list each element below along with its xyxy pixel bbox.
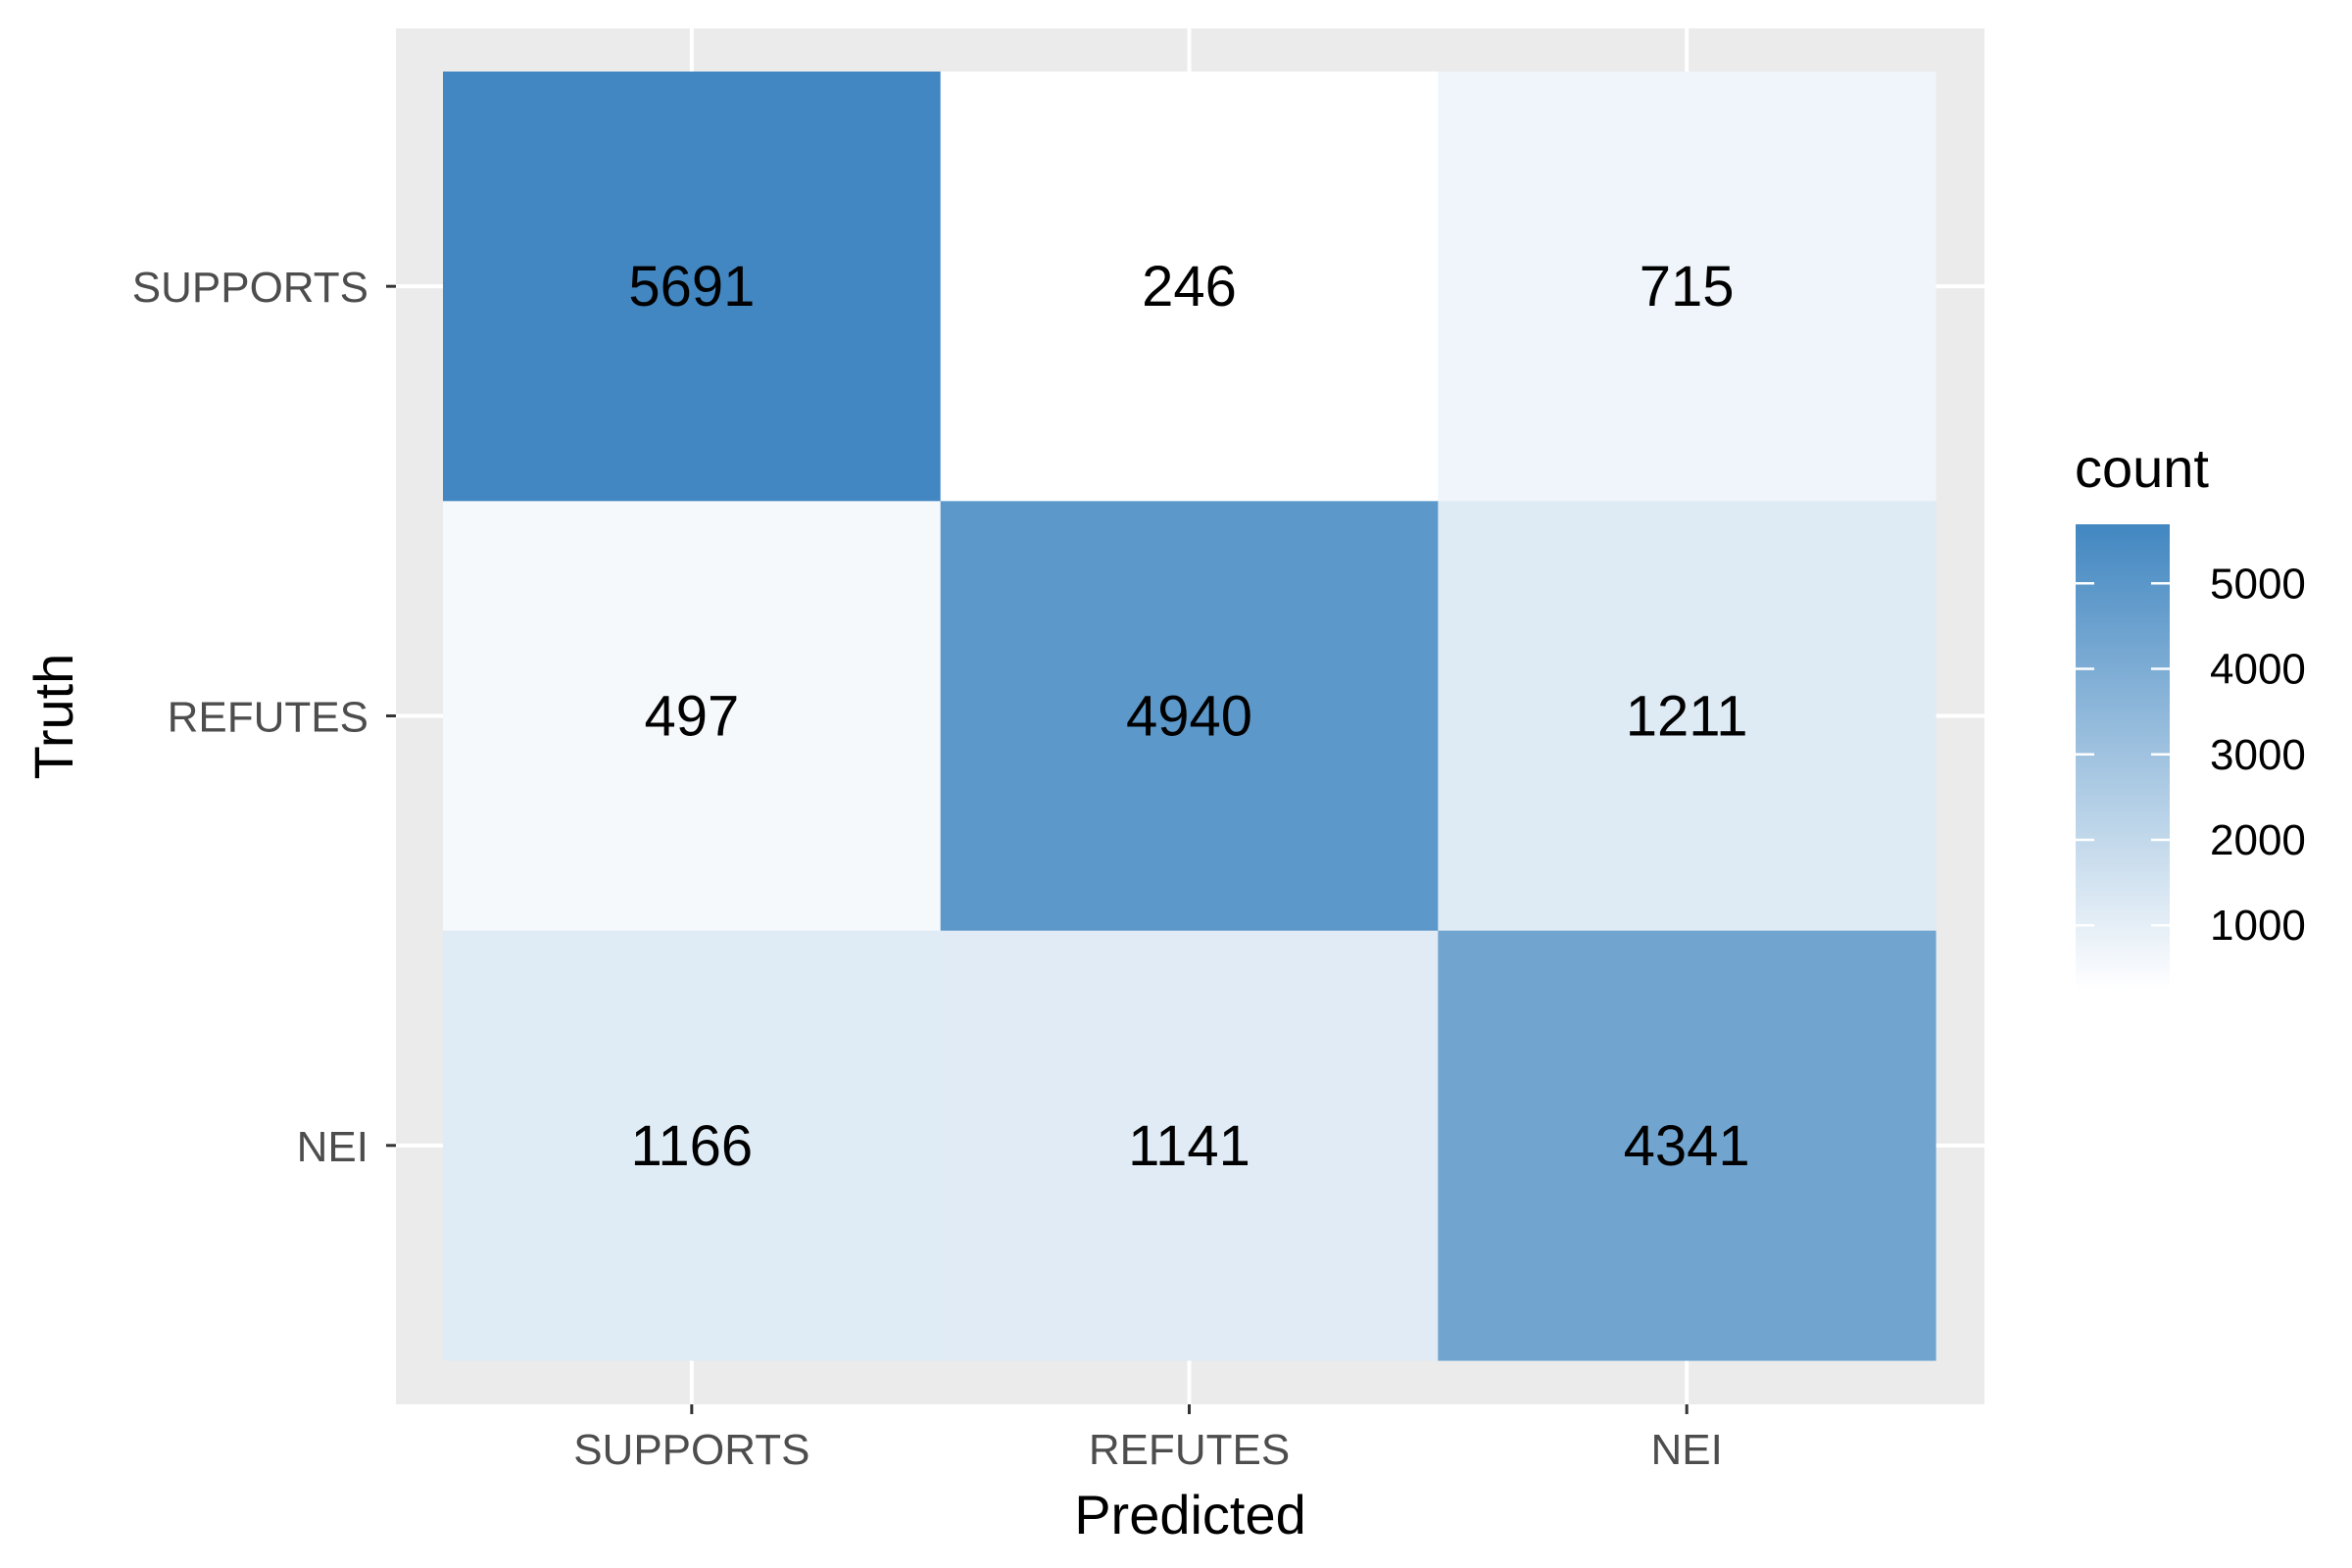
x-axis: SUPPORTS REFUTES NEI	[573, 1404, 1723, 1474]
cell-value-nei-refutes: 1141	[1128, 1114, 1250, 1178]
legend-tick-label-2000: 2000	[2210, 816, 2306, 864]
legend-tick-label-1000: 1000	[2210, 902, 2306, 950]
heatmap-cell-supports-supports	[443, 72, 942, 502]
color-legend: count 1000 2000 3000 4000 5000	[2075, 437, 2306, 990]
x-axis-title: Predicted	[1074, 1484, 1306, 1545]
heatmap-cell-nei-refutes	[940, 930, 1439, 1361]
cell-value-refutes-refutes: 4940	[1126, 684, 1252, 748]
cell-value-nei-nei: 4341	[1624, 1114, 1750, 1178]
y-tick-label-supports: SUPPORTS	[132, 264, 368, 312]
cell-value-supports-nei: 715	[1640, 255, 1735, 318]
y-axis: SUPPORTS REFUTES NEI	[132, 264, 396, 1171]
legend-ticks: 1000 2000 3000 4000 5000	[2076, 560, 2306, 950]
heatmap-cells	[443, 72, 1936, 1361]
heatmap-cell-nei-supports	[443, 930, 942, 1361]
cell-value-refutes-supports: 497	[644, 684, 739, 748]
legend-tick-label-3000: 3000	[2210, 731, 2306, 779]
legend-title: count	[2075, 437, 2209, 499]
cell-value-labels: 5691 246 715 497 4940 1211 1166 1141 4341	[628, 255, 1749, 1178]
heatmap-cell-refutes-supports	[443, 501, 942, 932]
x-tick-label-supports: SUPPORTS	[573, 1426, 809, 1474]
heatmap-cell-nei-nei	[1438, 930, 1936, 1361]
x-tick-label-refutes: REFUTES	[1089, 1426, 1290, 1474]
heatmap-cell-supports-nei	[1438, 72, 1936, 502]
y-tick-label-nei: NEI	[297, 1123, 368, 1171]
x-tick-label-nei: NEI	[1650, 1426, 1722, 1474]
legend-tick-label-4000: 4000	[2210, 646, 2306, 694]
cell-value-supports-supports: 5691	[628, 255, 755, 318]
heatmap-cell-refutes-refutes	[940, 501, 1439, 932]
y-axis-title: Truth	[23, 654, 84, 780]
cell-value-supports-refutes: 246	[1142, 255, 1237, 318]
heatmap-cell-supports-refutes	[940, 72, 1439, 502]
cell-value-nei-supports: 1166	[630, 1114, 753, 1178]
legend-tick-label-5000: 5000	[2210, 560, 2306, 608]
legend-colorbar	[2076, 524, 2170, 990]
heatmap-cell-refutes-nei	[1438, 501, 1936, 932]
cell-value-refutes-nei: 1211	[1626, 684, 1748, 748]
y-tick-label-refutes: REFUTES	[168, 693, 368, 741]
